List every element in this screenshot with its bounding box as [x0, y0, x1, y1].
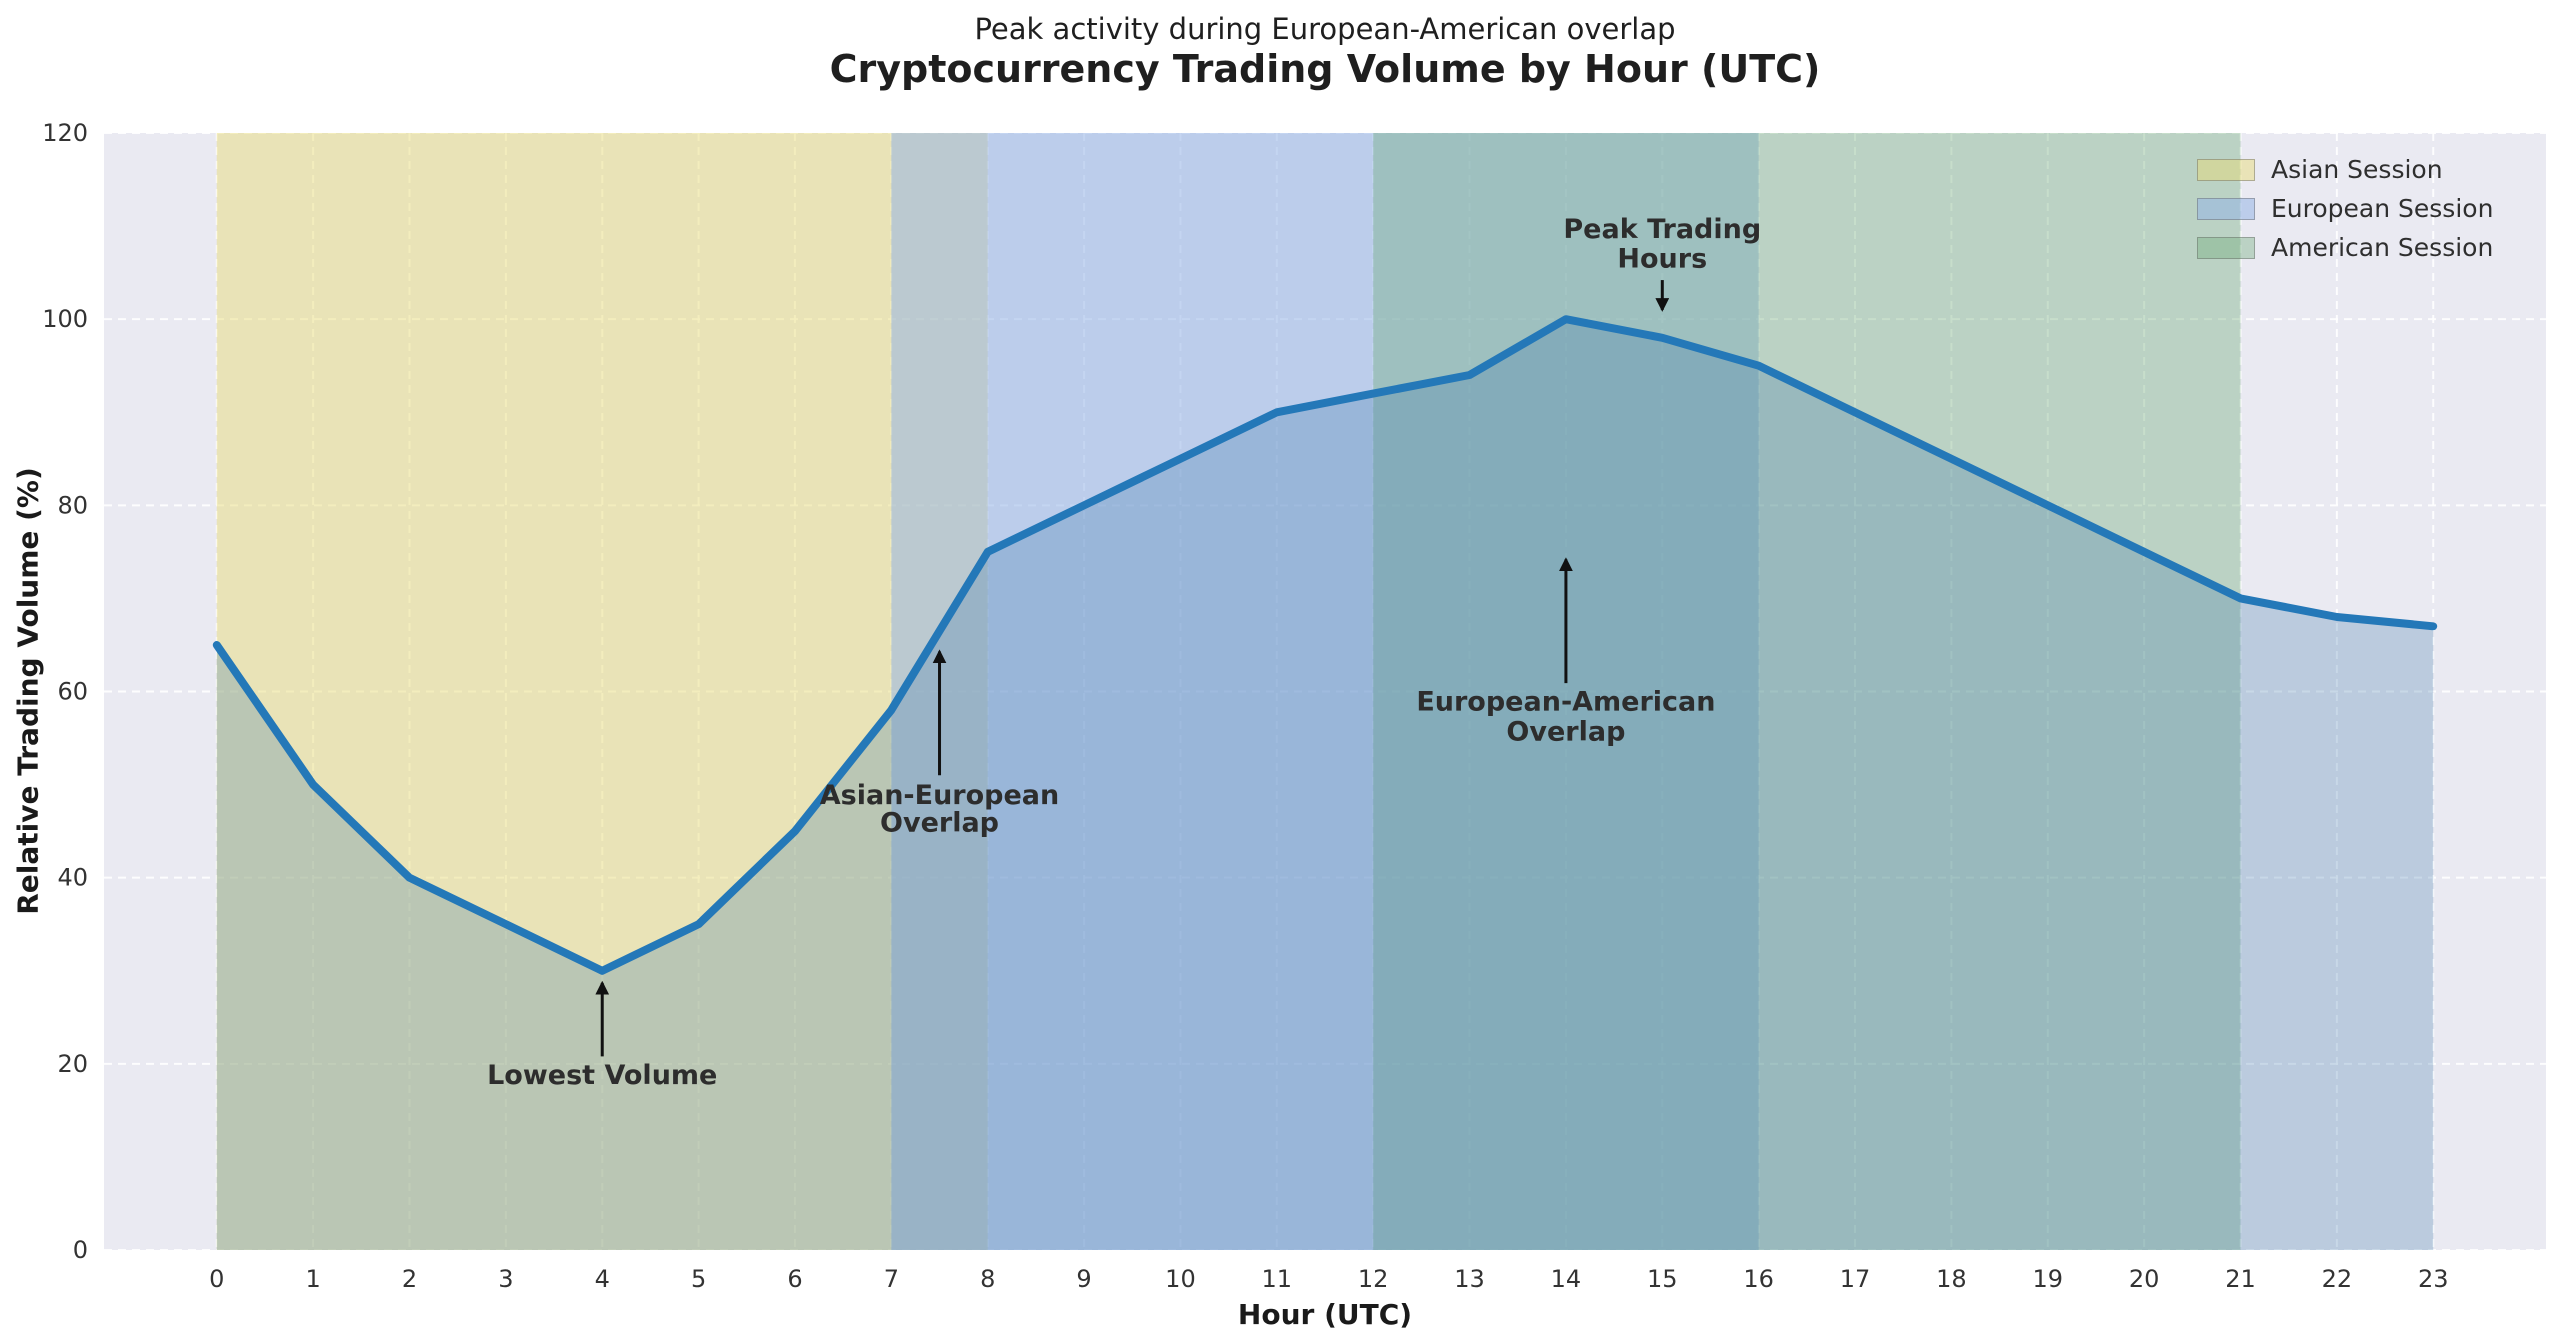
legend-label-asian-session: Asian Session [2271, 155, 2443, 184]
svg-text:0: 0 [73, 1236, 88, 1264]
svg-text:17: 17 [1840, 1265, 1871, 1293]
session-band-american-session [1373, 133, 2241, 1250]
svg-text:11: 11 [1262, 1265, 1293, 1293]
annotation-lowest-volume: Lowest Volume [487, 980, 717, 1091]
svg-text:14: 14 [1551, 1265, 1582, 1293]
svg-text:120: 120 [42, 119, 88, 147]
svg-text:40: 40 [57, 864, 88, 892]
svg-text:9: 9 [1076, 1265, 1091, 1293]
legend-label-european-session: European Session [2271, 194, 2494, 223]
svg-text:7: 7 [884, 1265, 899, 1293]
legend-swatch-american-session [2197, 236, 2255, 259]
svg-text:10: 10 [1165, 1265, 1196, 1293]
svg-text:22: 22 [2322, 1265, 2353, 1293]
svg-text:18: 18 [1936, 1265, 1967, 1293]
svg-text:1: 1 [305, 1265, 320, 1293]
svg-text:100: 100 [42, 305, 88, 333]
legend-item-asian-session: Asian Session [2197, 150, 2493, 189]
svg-text:5: 5 [691, 1265, 706, 1293]
svg-text:12: 12 [1358, 1265, 1389, 1293]
svg-text:Overlap: Overlap [1506, 717, 1625, 748]
svg-text:Hours: Hours [1617, 244, 1707, 275]
legend-item-european-session: European Session [2197, 189, 2493, 228]
svg-text:6: 6 [787, 1265, 802, 1293]
svg-text:0: 0 [209, 1265, 224, 1293]
chart-subtitle: Peak activity during European-American o… [974, 12, 1676, 46]
svg-text:16: 16 [1743, 1265, 1774, 1293]
svg-text:19: 19 [2032, 1265, 2063, 1293]
volume-line [212, 315, 2438, 975]
svg-text:60: 60 [57, 678, 88, 706]
svg-text:20: 20 [57, 1050, 88, 1078]
svg-text:13: 13 [1454, 1265, 1485, 1293]
x-tick-labels: 0 1 2 3 4 5 6 7 8 9 10 11 12 13 14 15 16 17 18 19 20 21 22 23 [209, 1265, 2448, 1293]
svg-text:European-American: European-American [1416, 687, 1715, 718]
legend-swatch-asian-session [2197, 158, 2255, 181]
legend: Asian Session European Session American … [2197, 150, 2493, 267]
y-axis-label: Relative Trading Volume (%) [11, 467, 45, 915]
svg-text:23: 23 [2418, 1265, 2449, 1293]
x-axis-label: Hour (UTC) [1237, 1298, 1413, 1331]
svg-text:Peak Trading: Peak Trading [1563, 214, 1761, 245]
chart-title: Cryptocurrency Trading Volume by Hour (U… [829, 47, 1821, 91]
svg-text:Overlap: Overlap [880, 808, 999, 839]
svg-text:Lowest Volume: Lowest Volume [487, 1060, 717, 1091]
svg-text:21: 21 [2225, 1265, 2256, 1293]
legend-swatch-european-session [2197, 197, 2255, 220]
volume-area [216, 319, 2434, 1250]
legend-item-american-session: American Session [2197, 228, 2493, 267]
svg-text:8: 8 [980, 1265, 995, 1293]
svg-text:2: 2 [402, 1265, 417, 1293]
legend-label-american-session: American Session [2271, 233, 2494, 262]
svg-text:Asian-European: Asian-European [820, 780, 1059, 811]
session-band-european-session [891, 133, 1759, 1250]
svg-text:3: 3 [498, 1265, 513, 1293]
session-band-asian-session [216, 133, 988, 1250]
svg-text:4: 4 [595, 1265, 610, 1293]
svg-text:80: 80 [57, 491, 88, 519]
y-tick-labels: 0 20 40 60 80 100 120 [42, 119, 88, 1264]
svg-text:15: 15 [1647, 1265, 1678, 1293]
svg-text:20: 20 [2129, 1265, 2160, 1293]
